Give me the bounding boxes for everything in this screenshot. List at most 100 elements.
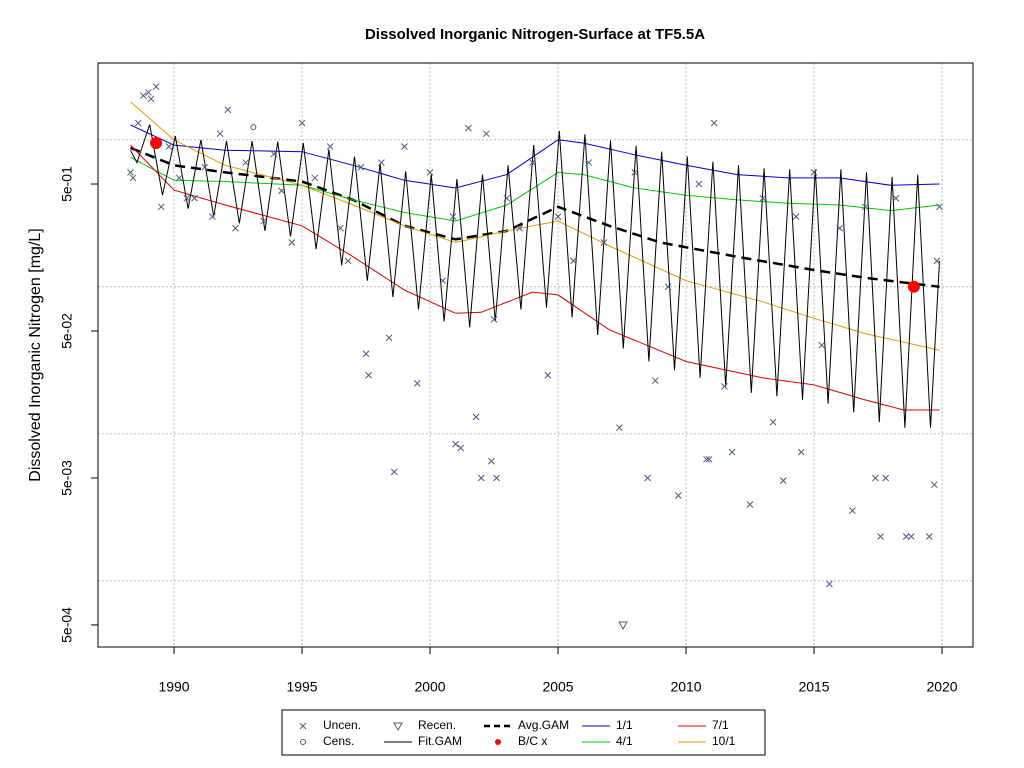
legend-box [281, 709, 766, 756]
point-x [401, 143, 408, 150]
point-x [183, 194, 191, 202]
point-triangle [618, 621, 628, 630]
point-x [769, 418, 777, 426]
point-x [600, 239, 608, 246]
point-x [472, 413, 480, 421]
y-axis-label: Dissolved Inorganic Nitrogen [mg/L] [27, 228, 44, 481]
point-circle [300, 739, 306, 745]
point-x [452, 440, 459, 448]
point-x [759, 194, 767, 202]
point-x [695, 180, 703, 188]
legend-label: 1/1 [616, 718, 633, 732]
point-x [357, 163, 365, 171]
point-x [147, 95, 155, 103]
legend: Uncen. Cens. Recen. Fit.GAM Avg.GAM B/C x 1/1 4… [299, 718, 736, 748]
legend-label: Cens. [323, 734, 354, 748]
series-line [130, 156, 940, 222]
point-x [477, 474, 485, 482]
point-x [872, 474, 879, 482]
point-x [674, 492, 682, 499]
point-x [779, 477, 787, 484]
x-tick-label: 2000 [414, 679, 445, 695]
point-x [344, 257, 352, 265]
point-x [882, 474, 890, 482]
point-x [145, 89, 152, 96]
legend-label: Recen. [418, 718, 456, 732]
point-x [721, 383, 728, 390]
y-tick-label: 5e-03 [59, 460, 75, 496]
point-x [792, 213, 800, 220]
point-x [925, 533, 933, 540]
point-x [390, 468, 398, 476]
point-x [490, 316, 498, 323]
point-x [836, 224, 843, 232]
legend-label: Uncen. [323, 718, 361, 732]
y-tick-label: 5e-02 [59, 313, 75, 349]
point-x [930, 481, 938, 489]
point-x [710, 119, 718, 127]
point-x [216, 130, 224, 138]
point-x [413, 380, 421, 387]
point-x [703, 455, 710, 463]
point-dot [907, 280, 920, 293]
point-x [299, 722, 307, 730]
point-x [892, 194, 900, 202]
point-x [907, 533, 915, 540]
point-x [378, 159, 385, 166]
x-tick-label: 2020 [926, 679, 957, 695]
point-x [385, 334, 393, 342]
point-x [818, 341, 826, 349]
legend-label: Fit.GAM [418, 734, 462, 748]
point-x [157, 203, 165, 211]
x-tick-label: 2005 [542, 679, 573, 695]
point-x [457, 444, 465, 452]
x-tick-label: 1990 [158, 679, 189, 695]
x-tick-label: 1995 [286, 679, 317, 695]
point-x [544, 371, 552, 379]
point-x [191, 194, 198, 202]
point-x [728, 448, 736, 456]
point-x [209, 213, 216, 220]
point-x [201, 163, 209, 171]
plot-frame [97, 62, 974, 648]
point-x [439, 277, 447, 285]
point-dot [150, 137, 163, 150]
point-x [936, 203, 943, 211]
series-line [130, 101, 940, 351]
point-x [746, 501, 754, 508]
point-x [585, 159, 593, 166]
point-x [482, 130, 490, 138]
point-x [242, 159, 250, 166]
point-x [288, 239, 296, 246]
point-x [426, 169, 434, 176]
point-x [134, 119, 142, 127]
point-x [516, 224, 523, 232]
point-x [616, 424, 623, 432]
point-x [570, 257, 577, 265]
point-x [493, 474, 500, 482]
point-x [365, 371, 372, 379]
point-x [826, 580, 833, 588]
legend-label: 7/1 [712, 718, 729, 732]
legend-label: B/C x [518, 734, 547, 748]
point-x [139, 92, 147, 99]
point-x [260, 217, 267, 225]
point-x [449, 213, 457, 220]
point-x [152, 83, 160, 90]
point-x [129, 174, 137, 182]
point-x [278, 187, 285, 195]
legend-label: 10/1 [712, 734, 736, 748]
point-x [631, 169, 639, 176]
grid [98, 63, 973, 647]
point-x [664, 283, 672, 291]
legend-swatch [495, 739, 501, 745]
point-x [933, 257, 941, 265]
series-line [130, 124, 940, 428]
point-x [224, 106, 232, 114]
point-x [644, 474, 651, 482]
point-x [705, 455, 713, 463]
point-x [362, 350, 370, 358]
point-x [465, 124, 472, 132]
point-x [337, 224, 344, 232]
point-x [797, 448, 805, 456]
